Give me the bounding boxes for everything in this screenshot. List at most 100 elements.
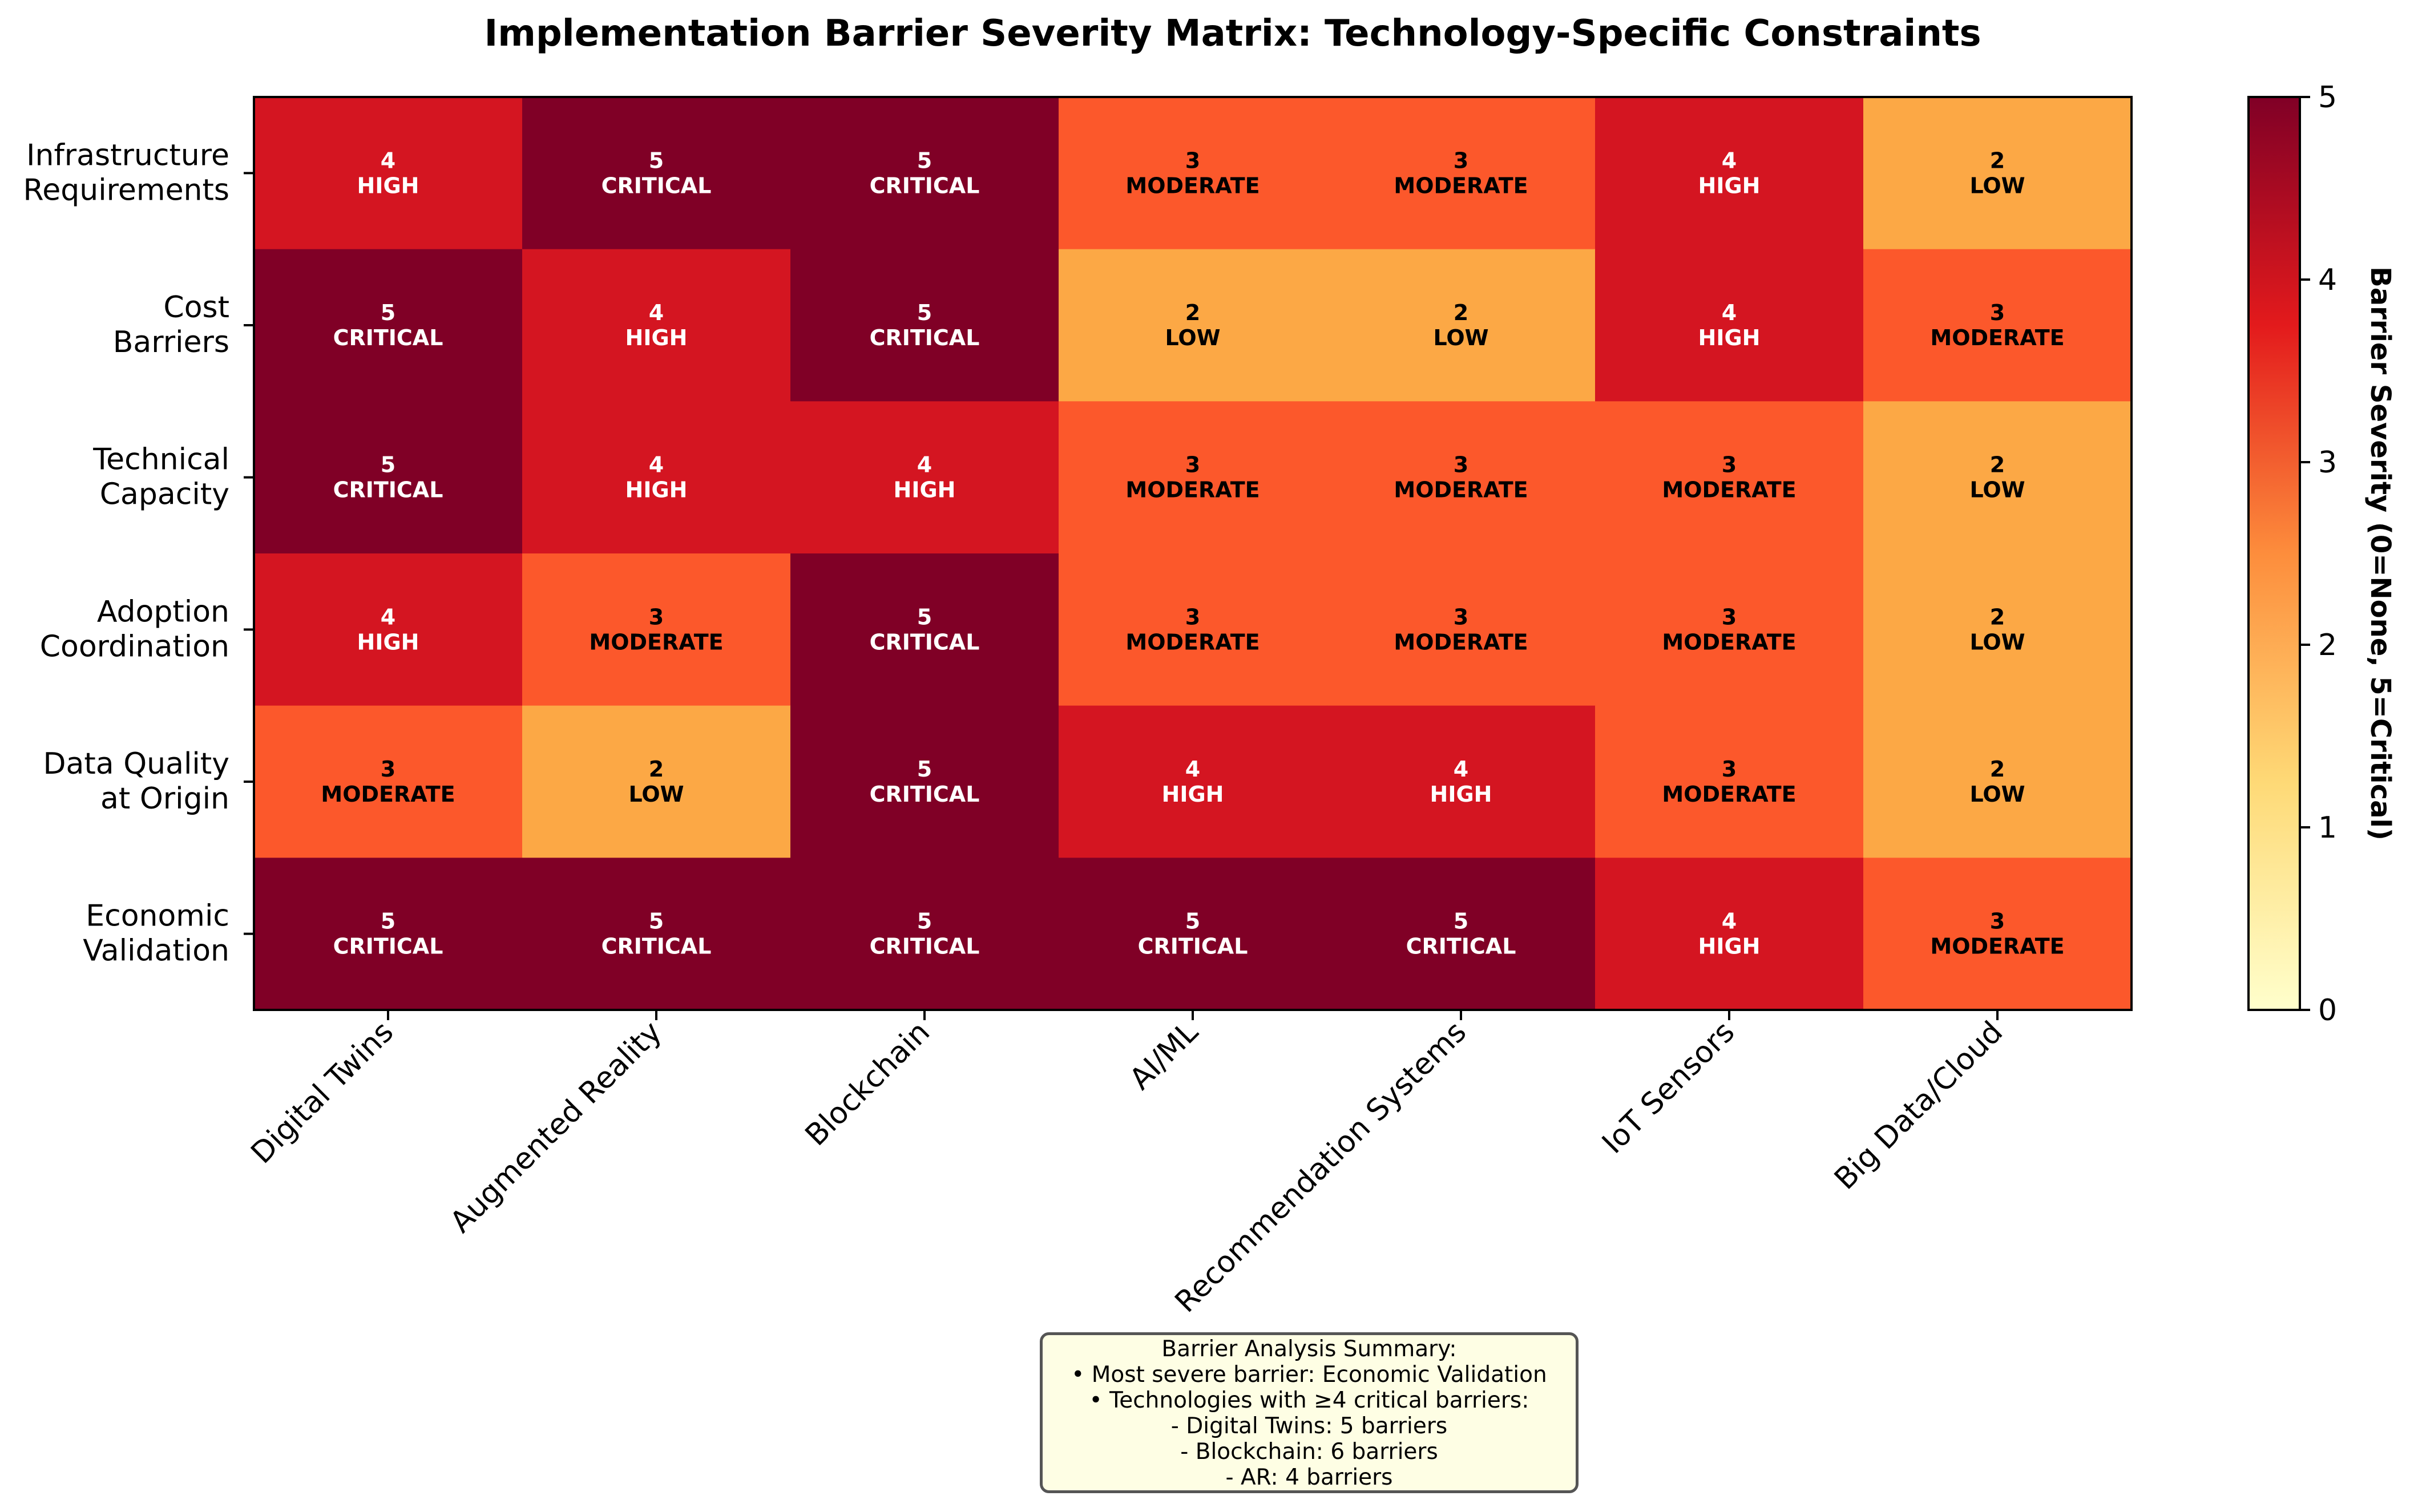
cell-value-label: 5 xyxy=(917,604,932,629)
cell-level-label: CRITICAL xyxy=(602,934,712,959)
cell-value-label: 3 xyxy=(1454,604,1468,629)
cell-level-label: MODERATE xyxy=(1662,478,1796,503)
cell-level-label: HIGH xyxy=(1698,173,1761,198)
heatmap-cell xyxy=(522,97,791,250)
cell-level-label: CRITICAL xyxy=(333,325,443,350)
heatmap-cell xyxy=(1059,97,1327,250)
cell-value-label: 4 xyxy=(1722,300,1737,325)
heatmap-cell xyxy=(522,401,791,554)
cell-level-label: LOW xyxy=(628,782,684,807)
cell-value-label: 5 xyxy=(649,148,664,173)
cell-level-label: LOW xyxy=(1969,478,2025,503)
cell-value-label: 4 xyxy=(1722,909,1737,934)
cell-value-label: 3 xyxy=(1185,452,1200,478)
cell-value-label: 2 xyxy=(1990,757,2005,782)
cell-level-label: CRITICAL xyxy=(602,173,712,198)
column-label: Augmented Reality xyxy=(443,1015,668,1240)
heatmap-cell xyxy=(1595,249,1864,402)
cell-value-label: 4 xyxy=(381,148,395,173)
heatmap-cell xyxy=(1327,249,1596,402)
cell-value-label: 4 xyxy=(649,452,664,478)
cell-value-label: 3 xyxy=(1722,604,1737,629)
cell-level-label: CRITICAL xyxy=(333,478,443,503)
cell-value-label: 2 xyxy=(1990,604,2005,629)
cell-level-label: CRITICAL xyxy=(870,629,980,654)
cell-level-label: MODERATE xyxy=(1125,629,1260,654)
cell-level-label: MODERATE xyxy=(321,782,455,807)
heatmap-cell xyxy=(254,553,523,706)
heatmap-cell xyxy=(1863,97,2132,250)
heatmap-cell xyxy=(1327,858,1596,1010)
heatmap-cell xyxy=(254,97,523,250)
heatmap-cell xyxy=(254,401,523,554)
column-label: AI/ML xyxy=(1123,1015,1205,1097)
cell-value-label: 3 xyxy=(1990,300,2005,325)
heatmap-cell xyxy=(522,705,791,858)
heatmap-cell xyxy=(1327,705,1596,858)
heatmap-cell xyxy=(790,97,1059,250)
colorbar-tick-label: 4 xyxy=(2318,263,2337,297)
heatmap-cell xyxy=(1059,858,1327,1010)
colorbar-tick-label: 1 xyxy=(2318,811,2337,845)
chart-title: Implementation Barrier Severity Matrix: … xyxy=(484,13,1981,55)
cell-value-label: 2 xyxy=(1185,300,1200,325)
cell-value-label: 5 xyxy=(917,300,932,325)
heatmap-cell xyxy=(522,553,791,706)
row-label: Adoption xyxy=(97,595,229,629)
cell-value-label: 5 xyxy=(917,148,932,173)
cell-level-label: MODERATE xyxy=(1394,173,1528,198)
cell-value-label: 5 xyxy=(381,909,395,934)
row-label: Technical xyxy=(92,443,229,477)
row-label: Cost xyxy=(163,290,229,325)
cell-value-label: 3 xyxy=(1185,604,1200,629)
row-label: Barriers xyxy=(113,325,229,359)
cell-level-label: CRITICAL xyxy=(333,934,443,959)
colorbar-tick-label: 5 xyxy=(2318,80,2337,115)
colorbar-gradient xyxy=(2247,96,2301,1011)
cell-level-label: CRITICAL xyxy=(870,782,980,807)
cell-value-label: 4 xyxy=(649,300,664,325)
cell-level-label: HIGH xyxy=(1162,782,1224,807)
heatmap-cell xyxy=(254,249,523,402)
column-label: Recommendation Systems xyxy=(1169,1015,1473,1319)
cell-value-label: 2 xyxy=(1454,300,1468,325)
summary-line: • Technologies with ≥4 critical barriers… xyxy=(1089,1388,1529,1413)
cell-value-label: 2 xyxy=(1990,148,2005,173)
heatmap-cell xyxy=(790,705,1059,858)
cell-value-label: 3 xyxy=(1454,452,1468,478)
cell-level-label: HIGH xyxy=(625,325,688,350)
heatmap-cell xyxy=(1595,705,1864,858)
cell-value-label: 5 xyxy=(381,452,395,478)
cell-level-label: HIGH xyxy=(1430,782,1492,807)
cell-value-label: 4 xyxy=(381,604,395,629)
heatmap-cell xyxy=(1595,97,1864,250)
heatmap-cell xyxy=(1863,401,2132,554)
column-label: IoT Sensors xyxy=(1596,1015,1741,1161)
row-label: at Origin xyxy=(100,782,229,816)
column-label: Blockchain xyxy=(799,1015,936,1153)
heatmap-cell xyxy=(522,858,791,1010)
colorbar-tick-label: 3 xyxy=(2318,446,2337,480)
heatmap-cell xyxy=(254,858,523,1010)
heatmap-cell xyxy=(790,249,1059,402)
row-label: Capacity xyxy=(100,478,229,512)
summary-box: Barrier Analysis Summary: • Most severe … xyxy=(1040,1332,1579,1493)
cell-value-label: 3 xyxy=(381,757,395,782)
cell-level-label: MODERATE xyxy=(1125,173,1260,198)
cell-level-label: MODERATE xyxy=(589,629,723,654)
cell-value-label: 5 xyxy=(917,757,932,782)
cell-value-label: 3 xyxy=(1722,452,1737,478)
heatmap-cell xyxy=(1595,858,1864,1010)
cell-level-label: LOW xyxy=(1165,325,1220,350)
summary-line: - Blockchain: 6 barriers xyxy=(1180,1439,1438,1465)
row-label: Coordination xyxy=(40,629,229,664)
heatmap-cell xyxy=(790,553,1059,706)
summary-line: Barrier Analysis Summary: xyxy=(1161,1336,1457,1362)
heatmap-cell xyxy=(1863,858,2132,1010)
column-label: Digital Twins xyxy=(245,1015,400,1170)
heatmap-cell xyxy=(254,705,523,858)
cell-level-label: CRITICAL xyxy=(870,934,980,959)
cell-level-label: HIGH xyxy=(357,629,419,654)
cell-level-label: MODERATE xyxy=(1394,629,1528,654)
